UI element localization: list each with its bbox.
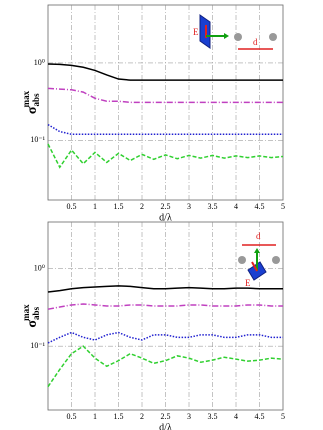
series-line: [47, 143, 284, 169]
x-tick-label: 3: [187, 202, 191, 211]
series-line: [47, 63, 283, 81]
x-tick-label: 3.5: [208, 412, 218, 421]
x-tick-label: 3.5: [208, 202, 218, 211]
y-label-symbol: σ: [25, 106, 40, 114]
annotation: d: [256, 231, 261, 241]
x-tick-label: 0.5: [67, 412, 77, 421]
y-label-sup: max: [21, 304, 31, 321]
series-line: [47, 303, 283, 310]
x-tick-label: 1: [93, 412, 97, 421]
x-tick-label: 2.5: [161, 412, 171, 421]
x-axis-label: d/λ: [159, 212, 172, 223]
y-tick-label: 10⁰: [34, 263, 45, 272]
series-line: [47, 285, 283, 293]
annotation: d: [253, 37, 258, 47]
y-label-sub: abs: [31, 306, 41, 320]
x-tick-label: 3: [187, 412, 191, 421]
x-tick-label: 1: [93, 202, 97, 211]
plot: 0.5 1 1.5 2 2.5 3 3.5 4 4.5 5 10⁰ 10⁻¹ d/λ σabsmax: [21, 4, 285, 223]
x-tick-label: 2: [140, 202, 144, 211]
y-label-sub: abs: [31, 93, 41, 107]
y-axis-label: σabsmax: [21, 304, 41, 328]
inset-top: E d: [193, 14, 277, 50]
y-tick-label: 10⁻¹: [30, 135, 45, 144]
x-tick-label: 2: [140, 412, 144, 421]
y-label-sup: max: [21, 90, 31, 107]
x-tick-label: 4: [234, 412, 238, 421]
y-tick-label: 10⁰: [34, 58, 45, 67]
annotation: E: [193, 27, 199, 37]
x-tick-label: 1.5: [114, 412, 124, 421]
x-tick-label: 1.5: [114, 202, 124, 211]
y-tick-label: 10⁻¹: [30, 341, 45, 350]
x-tick-label: 0.5: [67, 202, 77, 211]
y-label-symbol: σ: [25, 320, 40, 328]
x-tick-label: 4: [234, 202, 238, 211]
x-tick-label: 5: [281, 412, 285, 421]
inset-bottom: E d: [238, 231, 280, 288]
series-line: [47, 331, 283, 344]
series-line: [47, 87, 283, 104]
x-tick-label: 5: [281, 202, 285, 211]
x-axis-label: d/λ: [159, 422, 172, 430]
y-axis-label: σabsmax: [21, 90, 41, 114]
series-line: [47, 345, 284, 388]
series-line: [47, 123, 283, 136]
annotation: E: [245, 278, 251, 288]
plot: 0.5 1 1.5 2 2.5 3 3.5 4 4.5 5 10⁰ 10⁻¹ d/λ σabsmax: [21, 221, 285, 430]
x-tick-label: 4.5: [255, 412, 265, 421]
x-tick-label: 2.5: [161, 202, 171, 211]
x-tick-label: 4.5: [255, 202, 265, 211]
